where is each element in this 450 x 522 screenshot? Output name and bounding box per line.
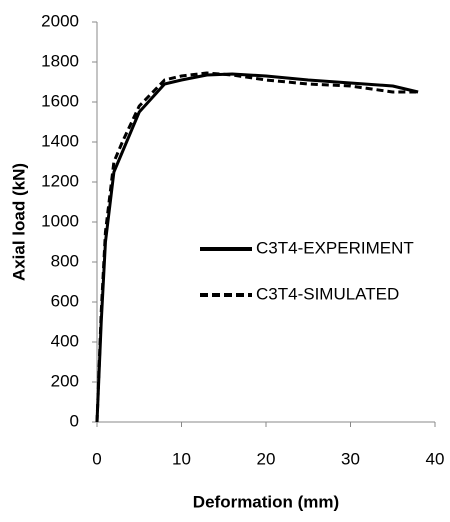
y-tick-label: 2000 (41, 11, 79, 30)
y-tick-label: 400 (51, 331, 79, 350)
y-tick-label: 800 (51, 251, 79, 270)
y-tick-label: 1000 (41, 211, 79, 230)
y-tick-label: 1800 (41, 51, 79, 70)
y-tick-label: 1400 (41, 131, 79, 150)
y-tick-label: 0 (70, 411, 79, 430)
y-tick-label: 200 (51, 371, 79, 390)
x-tick-label: 30 (341, 449, 360, 468)
x-tick-label: 0 (92, 449, 101, 468)
y-axis-label: Axial load (kN) (9, 163, 28, 281)
y-tick-label: 1200 (41, 171, 79, 190)
x-axis-label: Deformation (mm) (193, 492, 339, 511)
x-tick-label: 10 (172, 449, 191, 468)
series-line (95, 71, 419, 423)
legend-label: C3T4-SIMULATED (256, 284, 399, 303)
y-tick-label: 1600 (41, 91, 79, 110)
y-tick-label: 600 (51, 291, 79, 310)
x-tick-label: 20 (257, 449, 276, 468)
x-tick-label: 40 (426, 449, 445, 468)
legend-label: C3T4-EXPERIMENT (256, 238, 414, 257)
